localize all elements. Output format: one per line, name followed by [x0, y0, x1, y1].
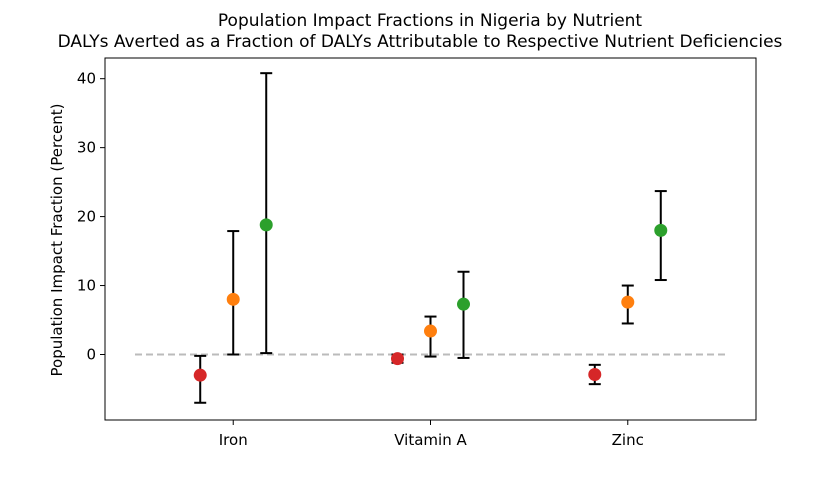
- x-tick-label: Vitamin A: [394, 431, 467, 449]
- y-tick-label: 30: [77, 139, 96, 157]
- data-point: [226, 292, 240, 306]
- data-point: [193, 368, 207, 382]
- data-point: [424, 324, 437, 338]
- x-tick-label: Iron: [219, 431, 248, 449]
- chart-subtitle: DALYs Averted as a Fraction of DALYs Att…: [58, 32, 783, 52]
- data-point: [457, 297, 470, 311]
- plot-area: 0 10 20 30 40 Iron Vitamin A Zinc: [77, 70, 726, 449]
- x-tick-label: Zinc: [612, 431, 644, 449]
- y-axis-label: Population Impact Fraction (Percent): [48, 103, 66, 376]
- plot-frame: [104, 57, 757, 421]
- y-tick-label: 20: [77, 208, 96, 226]
- chart-title: Population Impact Fractions in Nigeria b…: [218, 11, 643, 31]
- data-point: [391, 352, 404, 366]
- y-tick-label: 0: [86, 345, 96, 363]
- data-point: [654, 223, 668, 237]
- data-point: [588, 367, 602, 381]
- y-tick-label: 40: [77, 70, 96, 88]
- data-point: [621, 295, 635, 309]
- y-tick-label: 10: [77, 277, 96, 295]
- data-point: [259, 218, 273, 232]
